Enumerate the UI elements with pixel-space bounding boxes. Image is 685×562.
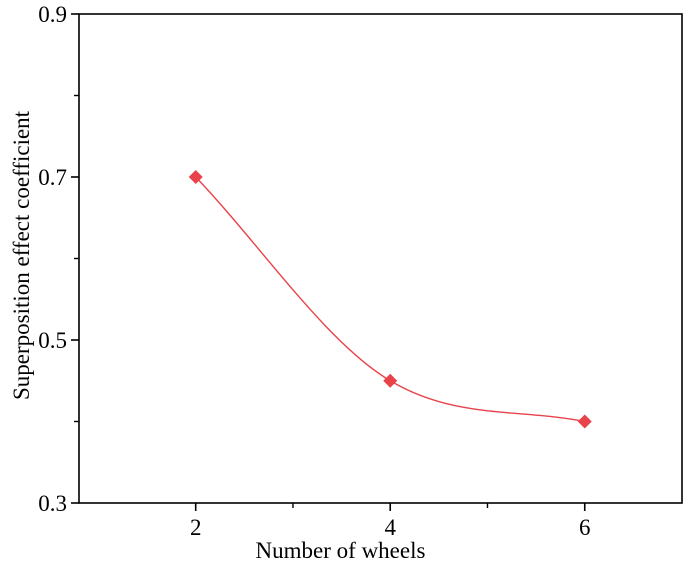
series-layer (188, 170, 592, 429)
x-tick-label: 2 (190, 515, 202, 540)
y-tick-label: 0.5 (38, 328, 67, 353)
y-axis-title: Superposition effect coefficient (9, 110, 34, 400)
data-point-diamond (188, 170, 203, 184)
data-point-diamond (383, 373, 398, 388)
x-tick-label: 6 (579, 515, 591, 540)
data-point-diamond (577, 414, 592, 429)
plot-frame (78, 13, 683, 504)
axes-frame (78, 13, 683, 504)
y-tick-label: 0.7 (38, 165, 67, 190)
y-axis-ticks: 0.3 0.5 0.7 0.9 (38, 2, 79, 516)
x-tick-label: 4 (384, 515, 396, 540)
y-tick-label: 0.3 (38, 491, 67, 516)
x-axis-ticks: 2 4 6 (190, 503, 591, 540)
x-axis-title: Number of wheels (256, 538, 426, 562)
y-tick-label: 0.9 (38, 2, 67, 27)
